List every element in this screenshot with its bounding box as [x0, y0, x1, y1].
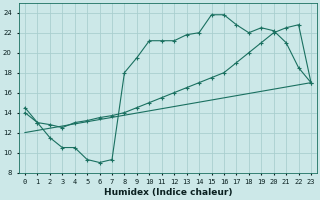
X-axis label: Humidex (Indice chaleur): Humidex (Indice chaleur) — [104, 188, 232, 197]
